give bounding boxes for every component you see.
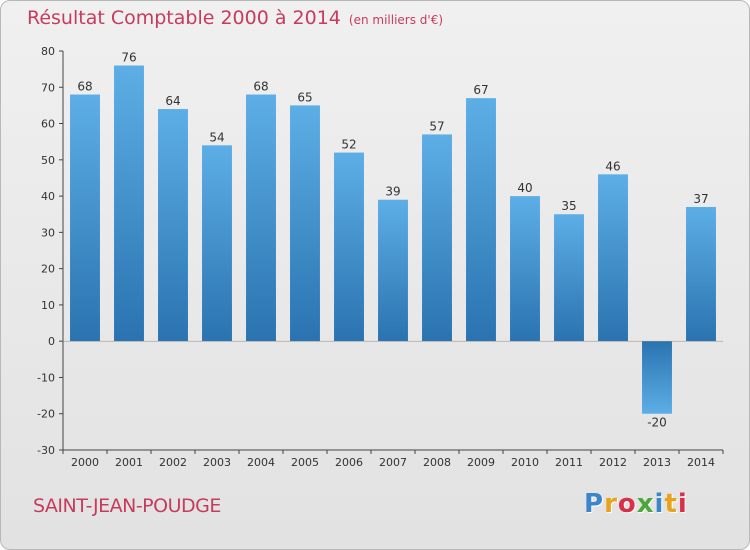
y-axis: -30 -20 -10 0 10 20 30 40 50 60 70 80 <box>37 45 64 457</box>
bar-2011 <box>554 214 584 342</box>
y-tick-label: 20 <box>41 263 55 276</box>
bar-value-label: 57 <box>429 119 444 133</box>
chart-title-text: Résultat Comptable 2000 à 2014 <box>27 7 341 29</box>
bar-2005 <box>290 105 320 342</box>
chart-subtitle: (en milliers d'€) <box>348 13 444 27</box>
bar-2003 <box>202 145 232 342</box>
y-tick-label: 40 <box>41 190 55 203</box>
x-tick-label: 2008 <box>423 456 451 469</box>
x-tick-label: 2004 <box>247 456 275 469</box>
bar-value-label: 46 <box>605 159 620 173</box>
bar-value-label: 67 <box>473 83 488 97</box>
y-tick-label: 70 <box>41 81 55 94</box>
bar-value-label: -20 <box>647 416 667 430</box>
logo-letter: t <box>664 489 678 519</box>
y-tick-label: -10 <box>37 371 55 384</box>
bar-2008 <box>422 134 452 342</box>
y-tick-label: -30 <box>37 444 55 457</box>
bar-2010 <box>510 196 540 342</box>
x-tick-label: 2002 <box>159 456 187 469</box>
bar-value-label: 35 <box>561 199 576 213</box>
bar-value-label: 68 <box>77 80 92 94</box>
bar-2006 <box>334 152 364 342</box>
y-tick-label: 0 <box>48 335 55 348</box>
logo-letter: i <box>677 489 688 519</box>
bar-value-label: 64 <box>165 94 180 108</box>
y-tick-label: 10 <box>41 299 55 312</box>
y-tick-label: 60 <box>41 118 55 131</box>
y-tick-label: 50 <box>41 154 55 167</box>
x-tick-label: 2001 <box>115 456 143 469</box>
x-tick-label: 2010 <box>511 456 539 469</box>
logo-letter: r <box>604 489 618 519</box>
x-tick-label: 2007 <box>379 456 407 469</box>
bar-2012 <box>598 174 628 342</box>
logo-letter: o <box>617 489 637 519</box>
bar-value-label: 37 <box>693 192 708 206</box>
bar-2013 <box>642 341 672 414</box>
x-tick-label: 2009 <box>467 456 495 469</box>
x-tick-label: 2013 <box>643 456 671 469</box>
bar-2007 <box>378 199 408 342</box>
x-tick-label: 2006 <box>335 456 363 469</box>
bar-2002 <box>158 109 188 342</box>
logo-letter: x <box>636 489 655 519</box>
logo-letter: P <box>584 489 605 519</box>
x-tick-label: 2014 <box>687 456 715 469</box>
bar-2001 <box>114 65 144 342</box>
commune-name: SAINT-JEAN-POUDGE <box>33 495 221 517</box>
bar-value-label: 39 <box>385 185 400 199</box>
bar-value-label: 76 <box>121 51 136 65</box>
x-tick-label: 2005 <box>291 456 319 469</box>
proxiti-logo[interactable]: Proxiti <box>584 489 688 519</box>
x-axis: 2000 2001 2002 2003 2004 2005 2006 2007 2008 2009… <box>62 449 724 469</box>
bar-value-label: 40 <box>517 181 532 195</box>
bar-value-label: 54 <box>209 130 224 144</box>
x-tick-label: 2012 <box>599 456 627 469</box>
y-tick-label: -20 <box>37 408 55 421</box>
x-tick-label: 2011 <box>555 456 583 469</box>
bars: 68 76 64 54 68 65 52 39 57 67 40 35 46 -20 37 <box>63 51 723 430</box>
bar-2000 <box>70 94 100 342</box>
y-tick-label: 30 <box>41 226 55 239</box>
bar-value-label: 65 <box>297 90 312 104</box>
y-tick-label: 80 <box>41 45 55 58</box>
bar-2014 <box>686 206 716 342</box>
bar-value-label: 68 <box>253 80 268 94</box>
bar-2009 <box>466 98 496 342</box>
bar-2004 <box>246 94 276 342</box>
x-tick-label: 2003 <box>203 456 231 469</box>
chart-title: Résultat Comptable 2000 à 2014 (en millie… <box>27 7 443 29</box>
bar-value-label: 52 <box>341 138 356 152</box>
x-tick-label: 2000 <box>71 456 99 469</box>
logo-letter: i <box>654 489 665 519</box>
